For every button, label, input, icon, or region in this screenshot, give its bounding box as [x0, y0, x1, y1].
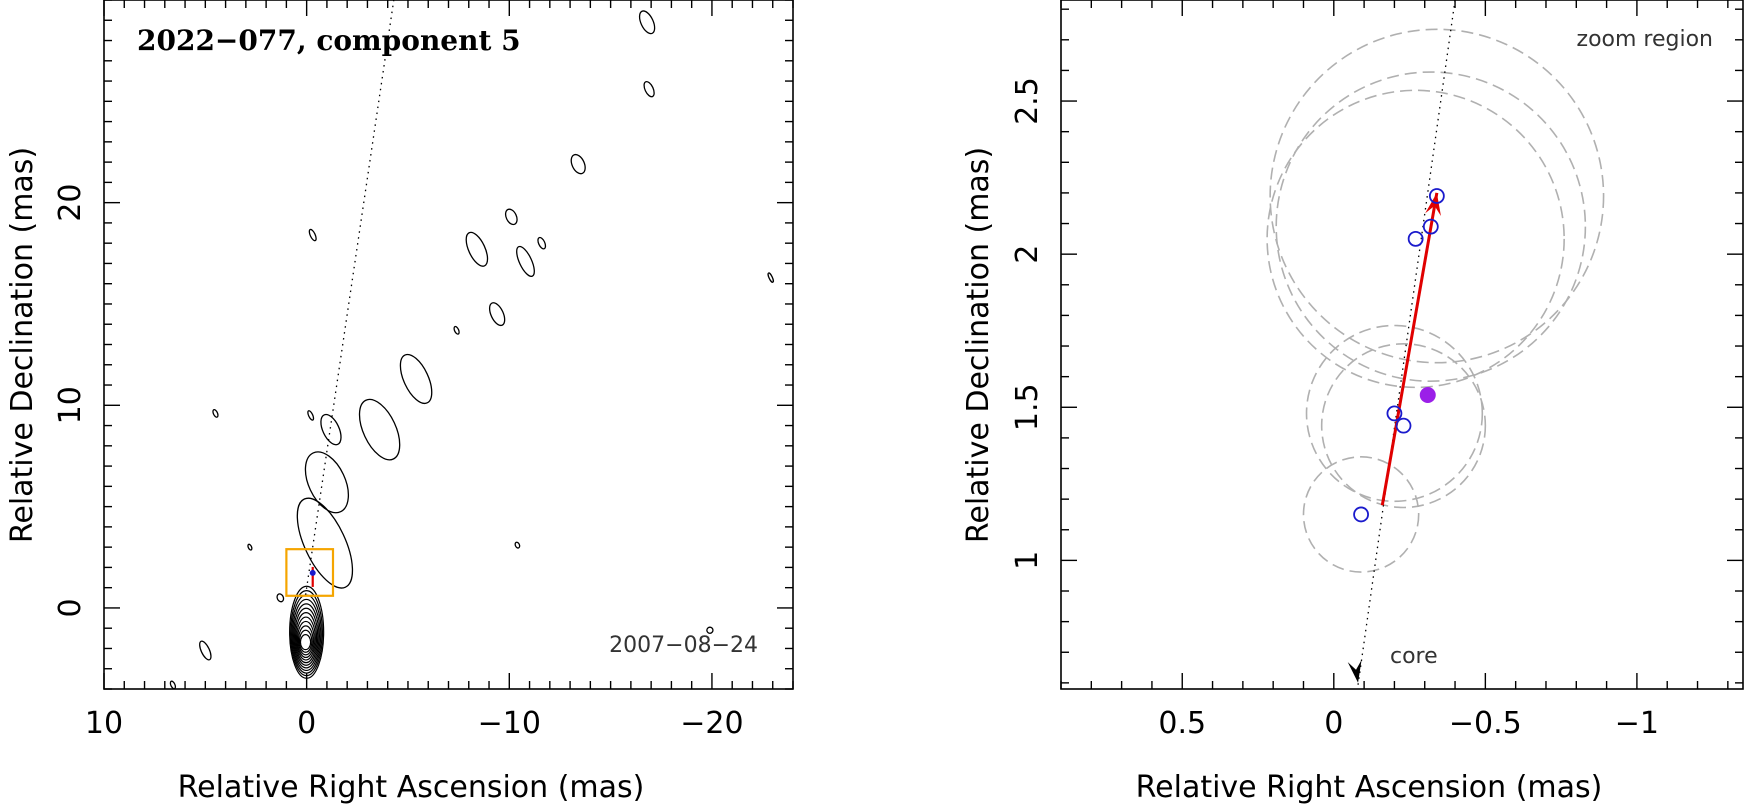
observation-date: 2007−08−24 [609, 633, 758, 658]
right-x-tick-label: 0.5 [1158, 706, 1206, 741]
jet-contour [308, 228, 317, 242]
jet-contour [276, 593, 285, 603]
core-label: core [1390, 644, 1438, 669]
jet-contour [504, 208, 518, 226]
jet-contour [453, 325, 460, 335]
left-plot-frame [103, 0, 794, 690]
right-axes: 0.5 0 −0.5 −1 1 1.5 2 2.5 [1010, 0, 1744, 741]
right-x-tick-label: −0.5 [1449, 706, 1522, 741]
jet-contour [706, 626, 714, 634]
core-contour [296, 620, 315, 659]
core-contour [293, 607, 319, 666]
zoom-region-label: zoom region [1577, 27, 1713, 52]
mean-position [1419, 387, 1436, 404]
jet-axis-line [1357, 0, 1456, 685]
right-panel: 0.5 0 −0.5 −1 1 1.5 2 2.5 zoom region core Rela… [961, 0, 1744, 805]
core-contour [291, 598, 321, 672]
epoch-position [1422, 218, 1439, 235]
jet-contour [358, 398, 401, 461]
left-x-tick-label: −20 [680, 706, 743, 741]
jet-contour [212, 408, 219, 418]
component-marker-dot [309, 569, 316, 576]
right-y-tick-label: 2 [1010, 245, 1045, 264]
position-error-circle [1269, 28, 1605, 364]
position-error-circle [1302, 456, 1420, 573]
core-contour [298, 629, 313, 653]
right-y-axis-title: Relative Declination (mas) [961, 147, 996, 543]
left-y-tick-label: 10 [53, 386, 88, 424]
right-y-tick-label: 2.5 [1010, 77, 1045, 125]
epoch-position [1386, 405, 1403, 422]
jet-contour [488, 302, 506, 327]
left-panel-title: 2022−077, component 5 [137, 24, 521, 57]
jet-contour [570, 153, 586, 175]
right-y-tick-label: 1.5 [1010, 383, 1045, 431]
position-error-circle [1266, 89, 1565, 389]
jet-contour [465, 231, 489, 267]
epoch-position [1428, 188, 1445, 204]
right-x-axis-title: Relative Right Ascension (mas) [1136, 770, 1603, 805]
jet-direction-line [304, 0, 395, 595]
core-contour [292, 603, 320, 669]
right-x-tick-label: 0 [1324, 706, 1343, 741]
jet-contour [638, 10, 656, 35]
jet-contour [537, 236, 547, 250]
position-error-circle [1320, 343, 1487, 509]
right-x-tick-label: −1 [1615, 706, 1659, 741]
epoch-position [1407, 230, 1424, 247]
jet-contour [247, 543, 253, 551]
jet-contour [767, 272, 774, 283]
position-error-circle [1305, 324, 1484, 503]
left-plot-data [169, 0, 774, 689]
epoch-position [1353, 506, 1369, 523]
epoch-position [1395, 417, 1412, 434]
left-panel: 10 0 −10 −20 0 10 20 2022−077, component 5 200… [5, 0, 794, 805]
right-plot-frame [1060, 0, 1744, 690]
jet-contour [304, 451, 350, 514]
velocity-vector [1380, 192, 1439, 506]
core-direction-arrowhead [1347, 659, 1362, 683]
right-plot-data [1266, 0, 1605, 685]
jet-contour [307, 410, 315, 421]
jet-contour [199, 640, 212, 661]
left-x-axis-title: Relative Right Ascension (mas) [178, 770, 645, 805]
zoom-region-box [285, 548, 335, 597]
right-y-tick-label: 1 [1010, 551, 1045, 570]
left-y-tick-label: 0 [53, 598, 88, 617]
left-axes: 10 0 −10 −20 0 10 20 [53, 0, 794, 741]
jet-contour [514, 541, 521, 549]
left-y-axis-title: Relative Declination (mas) [5, 147, 40, 543]
jet-contour [320, 413, 342, 446]
core-contour [295, 616, 316, 661]
velocity-vector-arrowhead [1425, 192, 1441, 216]
left-x-tick-label: 0 [297, 706, 316, 741]
jet-contour [169, 680, 177, 689]
jet-contour [296, 497, 354, 589]
position-error-circle [1275, 71, 1587, 382]
core-contour [294, 612, 318, 664]
jet-contour [399, 353, 433, 405]
jet-contour [516, 245, 535, 277]
left-x-tick-label: −10 [478, 706, 541, 741]
left-x-tick-label: 10 [85, 706, 123, 741]
left-y-tick-label: 20 [53, 184, 88, 222]
core-contour [299, 634, 312, 651]
jet-contour [643, 80, 655, 98]
core-contour [297, 625, 314, 656]
